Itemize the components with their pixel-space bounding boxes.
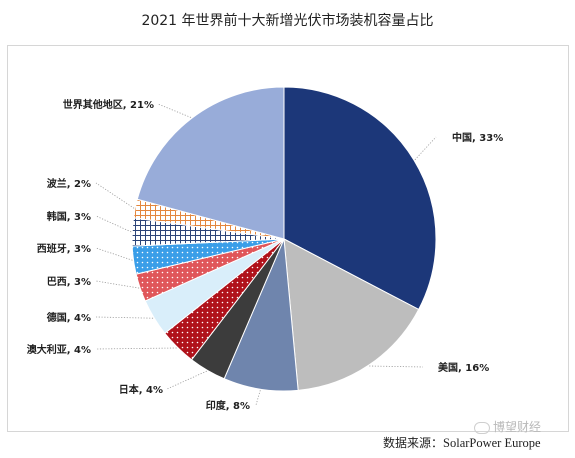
leader-line-1 [369,365,424,368]
slice-label-7: 西班牙, 3% [37,242,91,255]
pie-slice-1 [283,238,420,391]
watermark: 博望财经 [474,418,541,435]
slice-label-2: 印度, 8% [206,399,250,412]
leader-line-8 [95,215,132,233]
slice-label-0: 中国, 33% [452,131,503,144]
leader-line-3 [166,370,207,390]
wechat-icon [474,421,490,434]
watermark-text: 博望财经 [493,420,542,434]
chart-title: 2021 年世界前十大新增光伏市场装机容量占比 [141,13,434,29]
leader-line-10 [157,103,192,118]
leader-line-0 [414,136,437,161]
slice-label-4: 澳大利亚, 4% [27,343,91,356]
source-note: 数据来源：SolarPower Europe [383,434,541,451]
pie-slice-0 [283,86,437,311]
leader-line-5 [95,316,154,319]
leader-line-7 [95,247,133,261]
leader-line-6 [95,280,140,289]
slice-label-3: 日本, 4% [119,383,163,396]
slice-label-6: 巴西, 3% [47,276,91,288]
slice-label-10: 世界其他地区, 21% [63,98,154,111]
pie-slice-10 [136,86,285,240]
source-label: 数据来源： [383,436,444,450]
leader-line-9 [95,182,135,209]
slice-label-9: 波兰, 2% [47,177,91,190]
slice-label-1: 美国, 16% [438,361,489,374]
slice-label-5: 德国, 4% [46,311,91,324]
leader-line-2 [255,390,261,406]
leader-line-4 [95,347,177,350]
slice-label-8: 韩国, 3% [47,210,91,223]
source-value: SolarPower Europe [443,436,541,450]
chart-frame [7,45,569,432]
